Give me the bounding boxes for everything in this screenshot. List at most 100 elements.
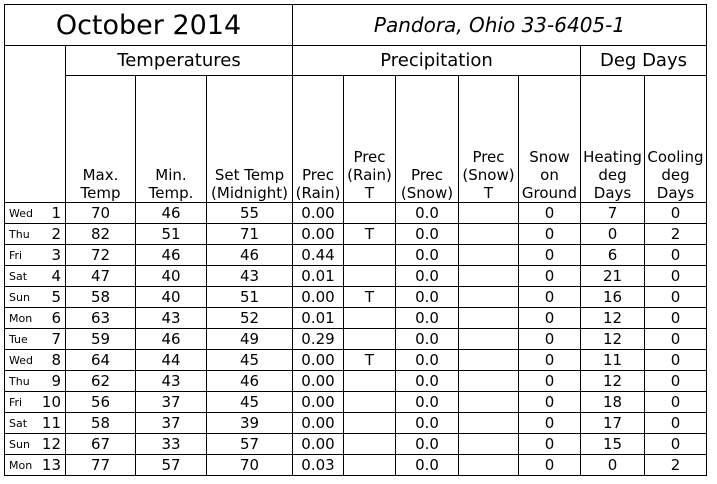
column-header-snow-ground: Snow on Ground (518, 75, 581, 203)
column-header-line: Max. (82, 166, 119, 184)
cell-set: 49 (206, 328, 293, 350)
cell-set: 45 (206, 391, 293, 413)
cell-min: 43 (135, 307, 207, 329)
cell-rain: 0.00 (292, 391, 344, 413)
day-cell: Thu 9 (4, 370, 66, 392)
cell-heat: 7 (580, 202, 645, 224)
cell-snow-t (458, 412, 519, 434)
day-cell: Wed 1 (4, 202, 66, 224)
table-row: Tue 7 59 46 49 0.29 0.0 0 12 0 (4, 328, 707, 350)
column-header-line: on (540, 166, 559, 184)
group-deg-days: Deg Days (580, 45, 707, 76)
cell-ground: 0 (518, 328, 581, 350)
cell-heat: 12 (580, 328, 645, 350)
day-number: 9 (51, 372, 61, 390)
cell-cool: 0 (644, 370, 707, 392)
cell-min: 40 (135, 286, 207, 308)
column-header-line: (Rain) (347, 166, 392, 184)
cell-max: 58 (65, 412, 136, 434)
column-header-line: T (364, 184, 375, 202)
day-of-week: Thu (9, 228, 30, 241)
table-row: Sun 12 67 33 57 0.00 0.0 0 15 0 (4, 433, 707, 455)
cell-rain: 0.44 (292, 244, 344, 266)
cell-set: 55 (206, 202, 293, 224)
cell-heat: 17 (580, 412, 645, 434)
cell-set: 43 (206, 265, 293, 287)
corner-blank (4, 45, 66, 76)
cell-rain: 0.00 (292, 349, 344, 371)
column-header-min-temp: Min. Temp. (135, 75, 207, 203)
cell-min: 46 (135, 202, 207, 224)
cell-min: 43 (135, 370, 207, 392)
cell-snow-t (458, 202, 519, 224)
day-number: 5 (51, 288, 61, 306)
day-number: 8 (51, 351, 61, 369)
cell-min: 37 (135, 391, 207, 413)
cell-rain-t: T (343, 286, 396, 308)
day-of-week: Mon (9, 459, 33, 472)
day-number: 3 (51, 246, 61, 264)
cell-snow: 0.0 (395, 454, 459, 476)
day-cell: Tue 7 (4, 328, 66, 350)
cell-ground: 0 (518, 454, 581, 476)
cell-max: 47 (65, 265, 136, 287)
cell-heat: 21 (580, 265, 645, 287)
cell-max: 64 (65, 349, 136, 371)
cell-rain: 0.00 (292, 223, 344, 245)
month-title: October 2014 (4, 4, 293, 46)
column-header-line: Temp. (148, 184, 194, 202)
column-header-line: T (483, 184, 494, 202)
cell-heat: 11 (580, 349, 645, 371)
column-header-line: Days (593, 184, 632, 202)
cell-rain-t (343, 328, 396, 350)
cell-cool: 0 (644, 328, 707, 350)
cell-rain-t (343, 244, 396, 266)
column-header-line: Heating (583, 148, 642, 166)
cell-set: 51 (206, 286, 293, 308)
cell-ground: 0 (518, 433, 581, 455)
table-row: Thu 2 82 51 71 0.00 T 0.0 0 0 2 (4, 223, 707, 245)
day-of-week: Sat (9, 270, 28, 283)
table-row: Sat 4 47 40 43 0.01 0.0 0 21 0 (4, 265, 707, 287)
table-row: Mon 6 63 43 52 0.01 0.0 0 12 0 (4, 307, 707, 329)
cell-rain-t (343, 370, 396, 392)
cell-snow: 0.0 (395, 244, 459, 266)
day-number: 1 (51, 204, 61, 222)
cell-snow: 0.0 (395, 412, 459, 434)
day-cell: Sun 5 (4, 286, 66, 308)
column-header-line: Snow (529, 148, 570, 166)
cell-cool: 0 (644, 433, 707, 455)
cell-rain-t (343, 307, 396, 329)
cell-min: 37 (135, 412, 207, 434)
table-row: Sun 5 58 40 51 0.00 T 0.0 0 16 0 (4, 286, 707, 308)
column-header-line: (Midnight) (211, 184, 288, 202)
column-header-line: Min. (155, 166, 187, 184)
column-header-max-temp: Max. Temp (65, 75, 136, 203)
cell-heat: 12 (580, 370, 645, 392)
cell-rain: 0.00 (292, 433, 344, 455)
cell-ground: 0 (518, 244, 581, 266)
cell-heat: 16 (580, 286, 645, 308)
column-header-line: Ground (521, 184, 578, 202)
cell-min: 57 (135, 454, 207, 476)
cell-rain-t (343, 433, 396, 455)
day-cell: Wed 8 (4, 349, 66, 371)
cell-max: 67 (65, 433, 136, 455)
day-of-week: Thu (9, 375, 30, 388)
cell-set: 52 (206, 307, 293, 329)
cell-rain: 0.01 (292, 307, 344, 329)
cell-snow-t (458, 286, 519, 308)
day-cell: Mon 13 (4, 454, 66, 476)
cell-ground: 0 (518, 265, 581, 287)
column-header-line: Prec (301, 166, 335, 184)
cell-cool: 2 (644, 223, 707, 245)
cell-max: 58 (65, 286, 136, 308)
day-of-week: Tue (9, 333, 28, 346)
day-of-week: Fri (9, 396, 23, 409)
day-of-week: Wed (9, 354, 33, 367)
day-number: 6 (51, 309, 61, 327)
day-of-week: Mon (9, 312, 33, 325)
cell-ground: 0 (518, 307, 581, 329)
column-header-line: (Snow) (400, 184, 454, 202)
day-cell: Sat 11 (4, 412, 66, 434)
